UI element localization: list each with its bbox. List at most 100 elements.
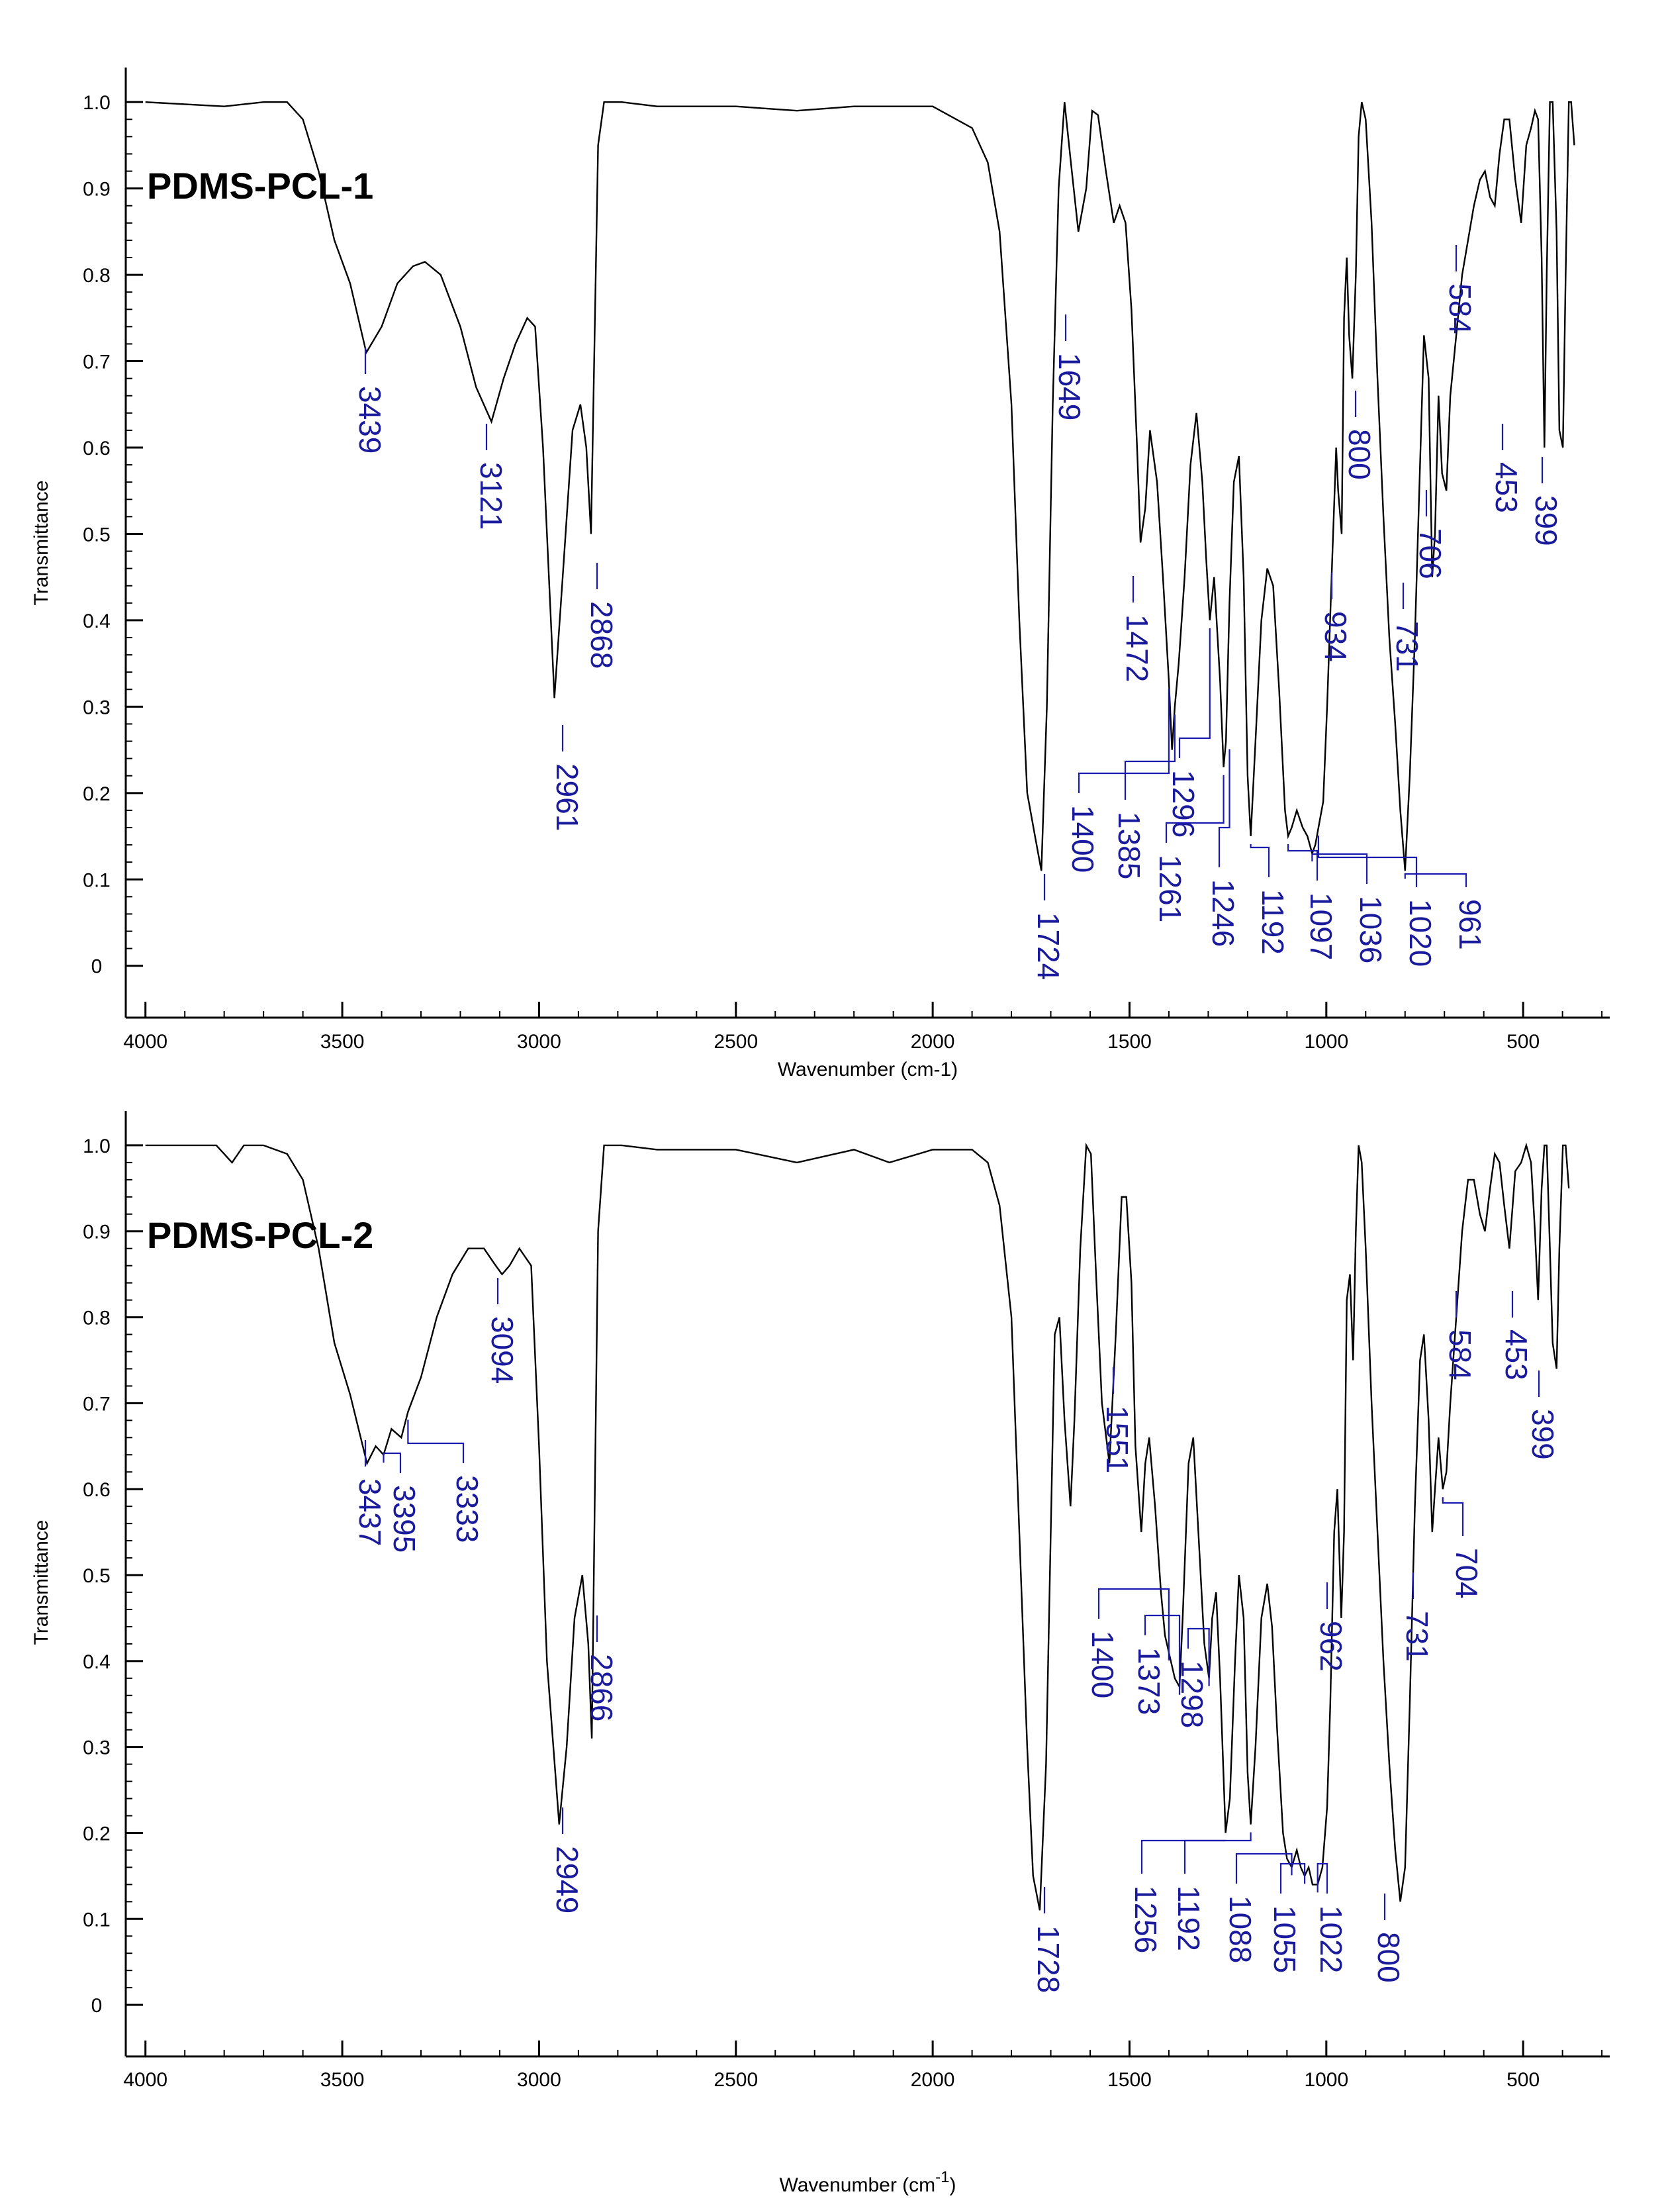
y-tick-label: 0.3	[83, 1737, 111, 1759]
peak-label: 584	[1443, 283, 1477, 334]
peak-leader-line	[1442, 1497, 1464, 1536]
y-tick-label: 0.7	[83, 1393, 111, 1415]
peak-label: 1088	[1223, 1896, 1258, 1963]
peak-label: 3121	[474, 462, 508, 530]
x-tick-label: 500	[1506, 2069, 1540, 2091]
peak-label: 3439	[353, 386, 387, 454]
peak-leader-line	[1317, 836, 1418, 887]
peak-label: 1400	[1086, 1631, 1120, 1698]
x-tick-label: 1000	[1304, 1031, 1348, 1053]
x-axis-title: Wavenumber (cm-1)	[778, 1059, 958, 1081]
x-tick-label: 1500	[1107, 1031, 1152, 1053]
x-tick-label: 2500	[714, 2069, 758, 2091]
x-tick-label: 4000	[123, 2069, 167, 2091]
peak-label: 2868	[584, 601, 619, 669]
peak-label: 1246	[1206, 879, 1240, 947]
peak-label: 453	[1499, 1329, 1534, 1380]
peak-label: 800	[1371, 1932, 1406, 1983]
y-tick-label: 0	[91, 956, 103, 978]
peak-leader-line	[1178, 628, 1211, 758]
y-tick-label: 0.5	[83, 1565, 111, 1587]
spectrum-line	[145, 1142, 1570, 1911]
panel-title: PDMS-PCL-2	[147, 1214, 373, 1256]
y-tick-label: 0.8	[83, 1308, 111, 1329]
y-tick-label: 0.9	[83, 179, 111, 201]
peak-leader-line	[1404, 873, 1467, 887]
y-tick-label: 0.1	[83, 869, 111, 891]
y-tick-label: 1.0	[83, 92, 111, 114]
peak-label: 1649	[1052, 353, 1087, 420]
peak-label: 1724	[1031, 912, 1066, 980]
peak-label: 704	[1450, 1548, 1484, 1599]
peak-leader-line	[1250, 844, 1270, 877]
peak-leader-line	[1187, 1627, 1210, 1686]
peak-label: 1400	[1066, 805, 1100, 873]
x-tick-label: 2500	[714, 1031, 758, 1053]
y-tick-label: 0.9	[83, 1222, 111, 1243]
peak-label: 1022	[1314, 1905, 1348, 1973]
peak-label: 3333	[450, 1475, 485, 1543]
y-tick-label: 0.2	[83, 783, 111, 805]
peak-label: 3094	[485, 1316, 520, 1384]
peak-leader-line	[1183, 1832, 1252, 1874]
peak-leader-line	[1124, 714, 1176, 800]
peak-label: 1385	[1112, 812, 1146, 879]
x-tick-label: 2000	[911, 2069, 955, 2091]
x-axis-title: Wavenumber (cm-1)	[780, 2168, 956, 2196]
peak-leader-line	[1218, 749, 1230, 867]
peak-leader-line	[1140, 1839, 1226, 1874]
x-tick-label: 4000	[123, 1031, 167, 1053]
peak-label: 584	[1443, 1329, 1477, 1380]
x-tick-label: 3000	[517, 1031, 561, 1053]
peak-leader-line	[1235, 1852, 1293, 1884]
chart-panel-1: 0 0.1 0.2 0.3 0.4 0.5 0.6 0.7 0.8 0.9 1.0 4000 3500 3…	[30, 68, 1610, 1081]
y-tick-label: 1.0	[83, 1135, 111, 1157]
peak-label: 962	[1314, 1621, 1348, 1672]
peak-label: 731	[1400, 1611, 1434, 1662]
x-tick-label: 3500	[320, 1031, 365, 1053]
peak-label: 1472	[1120, 614, 1154, 682]
y-tick-label: 0.6	[83, 438, 111, 459]
peak-label: 1373	[1132, 1647, 1166, 1715]
peak-label: 1055	[1268, 1905, 1302, 1973]
peak-label: 453	[1489, 462, 1524, 513]
peak-label: 1020	[1403, 899, 1438, 967]
y-tick-label: 0.5	[83, 524, 111, 546]
y-tick-label: 0.3	[83, 697, 111, 718]
y-axis-title: Transmittance	[30, 1520, 52, 1645]
peak-label: 706	[1413, 528, 1448, 579]
peak-label: 1728	[1031, 1925, 1066, 1993]
peak-label: 1097	[1304, 892, 1338, 960]
peak-label: 2949	[550, 1846, 584, 1913]
peak-label: 934	[1319, 611, 1353, 662]
peak-label: 2866	[584, 1654, 619, 1721]
peak-label: 731	[1390, 621, 1424, 672]
peak-label: 1192	[1172, 1886, 1206, 1951]
x-tick-label: 1500	[1107, 2069, 1152, 2091]
x-axis-title-text: Wavenumber (cm	[780, 2174, 936, 2196]
peak-leader-line	[1097, 1588, 1170, 1660]
y-axis-title: Transmittance	[30, 481, 52, 606]
x-tick-label: 1000	[1304, 2069, 1348, 2091]
peak-label: 3395	[387, 1485, 422, 1553]
spectrum-line	[145, 101, 1575, 871]
peak-label: 1256	[1129, 1886, 1163, 1953]
peak-label: 1551	[1100, 1406, 1134, 1473]
peak-label: 961	[1453, 899, 1487, 950]
peak-leader-line	[1311, 853, 1368, 884]
peak-label: 1296	[1166, 770, 1201, 838]
peak-label: 2961	[550, 763, 584, 831]
x-tick-label: 3000	[517, 2069, 561, 2091]
x-tick-label: 2000	[911, 1031, 955, 1053]
peak-leader-line	[1144, 1614, 1181, 1695]
x-tick-label: 500	[1506, 1031, 1540, 1053]
peak-label: 1192	[1256, 889, 1290, 955]
peak-label: 1036	[1354, 896, 1388, 963]
x-tick-label: 3500	[320, 2069, 365, 2091]
peak-leader-line	[1078, 689, 1170, 793]
peak-leader-line	[1317, 1862, 1328, 1894]
y-tick-label: 0.7	[83, 352, 111, 373]
peak-label: 800	[1342, 429, 1377, 480]
y-tick-label: 0	[91, 1995, 103, 2017]
